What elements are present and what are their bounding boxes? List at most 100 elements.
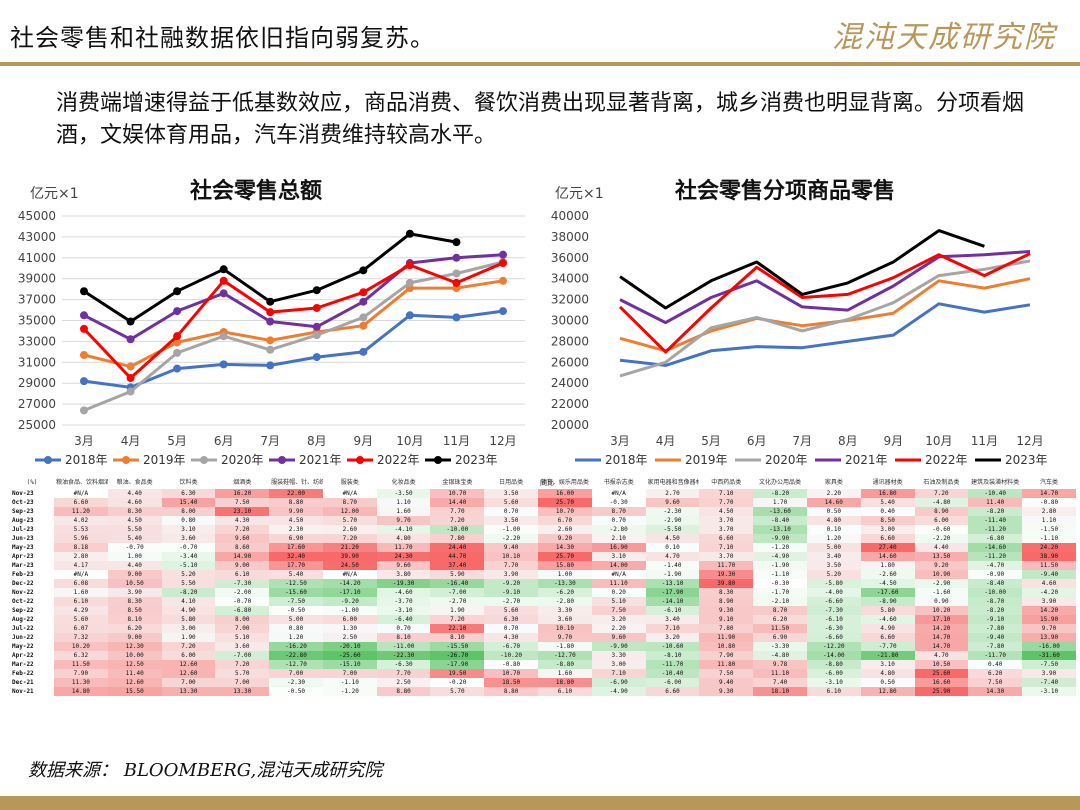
heatmap-cell: 24.40: [430, 543, 485, 552]
heatmap-cell: 11.20: [54, 507, 108, 516]
heatmap-cell: 1.10: [376, 498, 431, 507]
heatmap-cell: 6.08: [54, 579, 108, 588]
heatmap-column-header: 文化办公用品类: [759, 479, 802, 486]
heatmap-cell: -0.60: [914, 525, 969, 534]
heatmap-cell: -0.70: [161, 543, 216, 552]
data-point: [312, 331, 321, 340]
x-tick-label: 8月: [307, 434, 327, 448]
heatmap-cell: 8.50: [860, 516, 915, 525]
heatmap-cell: -0.30: [753, 579, 807, 588]
y-tick-label: 29000: [18, 376, 56, 390]
heatmap-cell: 14.30: [538, 543, 592, 552]
heatmap-cell: 3.70: [699, 525, 754, 534]
heatmap-cell: -21.80: [860, 651, 915, 660]
heatmap-cell: 4.70: [645, 552, 700, 561]
heatmap-cell: 14.30: [968, 687, 1023, 696]
heatmap-column-header: 石油及制品类: [923, 479, 960, 486]
data-point: [405, 278, 414, 287]
heatmap-cell: 3.70: [699, 552, 754, 561]
data-point: [499, 250, 507, 259]
y-tick-label: 38000: [551, 230, 589, 244]
heatmap-cell: -7.70: [860, 642, 915, 651]
data-point: [173, 307, 182, 316]
heatmap-cell: -14.10: [645, 597, 700, 606]
heatmap-cell: 7.10: [645, 624, 700, 633]
heatmap-cell: -4.80: [914, 498, 969, 507]
title-divider: [0, 62, 1080, 66]
heatmap-cell: 16.00: [538, 489, 592, 498]
heatmap-cell: -17.90: [430, 660, 485, 669]
heatmap-row: Sep-23 11.20 8.30 8.00 23.10 9.90 12.00 1.60 7.7…: [10, 507, 1076, 516]
heatmap-cell: -8.40: [753, 516, 807, 525]
heatmap-cell: 5.40: [107, 534, 162, 543]
heatmap-cell: 1.30: [322, 624, 377, 633]
data-point: [266, 317, 275, 326]
x-tick-label: 6月: [747, 434, 767, 448]
heatmap-cell: -13.10: [753, 525, 807, 534]
page-title: 社会零售和社融数据依旧指向弱复苏。: [10, 24, 435, 52]
heatmap-cell: 7.00: [215, 678, 270, 687]
heatmap-cell: -10.40: [645, 669, 700, 678]
data-point: [219, 360, 228, 369]
heatmap-cell: 5.10: [215, 633, 270, 642]
heatmap-cell: 6.20: [107, 624, 162, 633]
heatmap-cell: 3.90: [484, 570, 539, 579]
heatmap-cell: -8.70: [968, 597, 1023, 606]
heatmap-column-header: 通讯器材类: [872, 479, 903, 486]
heatmap-cell: 0.50: [806, 507, 861, 516]
heatmap-cell: 22.10: [430, 624, 485, 633]
heatmap-cell: 1.20: [269, 633, 323, 642]
heatmap-cell: #N/A: [591, 570, 646, 579]
legend-marker: [200, 456, 208, 464]
series-line: [619, 277, 1031, 353]
heatmap-cell: 11.10: [753, 669, 807, 678]
heatmap-cell: 3.50: [484, 516, 539, 525]
heatmap-cell: 8.50: [107, 606, 162, 615]
heatmap-cell: 5.00: [269, 615, 323, 624]
heatmap-cell: -16.20: [269, 642, 323, 651]
heatmap-cell: 7.00: [322, 669, 377, 678]
heatmap-cell: 11.70: [376, 543, 431, 552]
brand-logo: 混沌天成研究院: [832, 20, 1056, 55]
heatmap-cell: -6.70: [484, 642, 539, 651]
heatmap-cell: 2.80: [1022, 507, 1076, 516]
heatmap-cell: 27.40: [860, 543, 915, 552]
heatmap-cell: -4.00: [806, 588, 861, 597]
heatmap-row-label: Jul-23: [12, 525, 34, 533]
heatmap-cell: 5.40: [269, 570, 323, 579]
heatmap-cell: -1.00: [484, 525, 539, 534]
heatmap-cell: 9.60: [645, 498, 700, 507]
heatmap-cell: 2.30: [269, 525, 323, 534]
heatmap-cell: 4.02: [54, 516, 108, 525]
heatmap-cell: 9.40: [484, 543, 539, 552]
heatmap-cell: 4.50: [645, 534, 700, 543]
heatmap-row-label: Feb-23: [12, 570, 34, 578]
heatmap-cell: 3.20: [645, 633, 700, 642]
heatmap-row: Aug-22 5.60 8.10 5.80 8.00 5.00 6.00 -6.40 7.20 6…: [10, 615, 1076, 624]
heatmap-cell: 13.30: [215, 687, 270, 696]
heatmap-cell: 7.10: [699, 489, 754, 498]
heatmap-column-header: 家用电器和音像器材类: [647, 479, 700, 486]
chart-title: 社会零售总额: [190, 178, 323, 204]
heatmap-cell: 9.40: [699, 678, 754, 687]
series-line: [619, 259, 1031, 378]
heatmap-cell: 7.20: [322, 534, 377, 543]
heatmap-row: Oct-22 6.10 8.30 4.10 -0.70 -7.50 -9.20 -3.70 -2…: [10, 597, 1076, 606]
heatmap-header-row: (%) 粮油食品、饮料烟酒类 粮油、食品类 饮料类 烟酒类 服装鞋帽、针、纺织品类 服装类 化…: [10, 477, 1076, 489]
heatmap-row: Nov-23 #N/A 4.40 6.30 16.20 22.00 #N/A -3.50 10.…: [10, 489, 1076, 498]
heatmap-cell: 7.20: [215, 660, 270, 669]
heatmap-cell: 5.90: [430, 570, 485, 579]
heatmap-cell: 3.10: [860, 660, 915, 669]
heatmap-cell: 7.80: [699, 624, 754, 633]
y-tick-label: 36000: [551, 251, 589, 265]
heatmap-cell: 9.30: [699, 687, 754, 696]
heatmap-cell: -6.40: [376, 615, 431, 624]
heatmap-cell: -7.40: [1022, 678, 1076, 687]
heatmap-row-label: Nov-22: [12, 588, 34, 596]
y-tick-label: 30000: [551, 314, 589, 328]
heatmap-cell: -8.80: [538, 660, 592, 669]
x-tick-label: 7月: [792, 434, 812, 448]
heatmap-cell: -2.00: [215, 588, 270, 597]
legend-label: 2021年: [299, 453, 342, 467]
y-tick-label: 24000: [551, 376, 589, 390]
